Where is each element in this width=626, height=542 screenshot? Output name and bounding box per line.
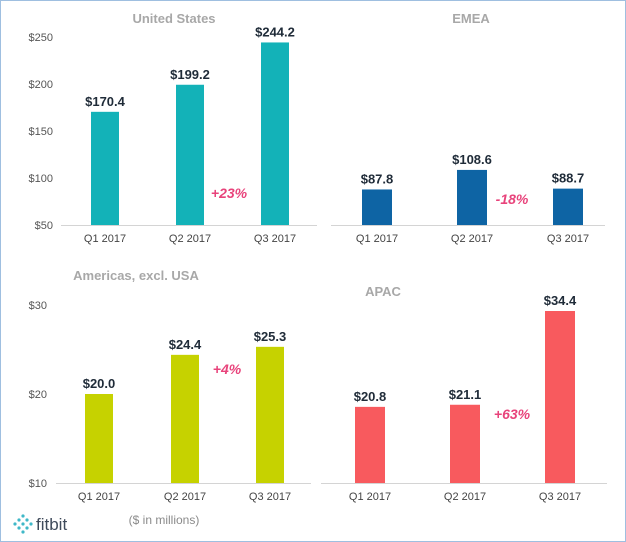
logo-dot [29, 522, 33, 526]
logo-dot [25, 526, 29, 530]
data-label: $24.4 [169, 337, 202, 352]
panel-apac: APAC $20.8 Q1 2017 $21.1 Q2 2017 $34.4 Q3 2017… [321, 284, 607, 503]
bar-q3-2017 [261, 42, 289, 226]
bar-q1-2017 [355, 406, 385, 483]
data-label: $21.1 [449, 387, 482, 402]
bar-q3-2017 [256, 346, 284, 483]
growth-annotation: +63% [494, 406, 531, 422]
data-label: $87.8 [361, 171, 394, 186]
logo-dot [21, 522, 25, 526]
bar-q2-2017 [171, 354, 199, 483]
x-tick-label: Q1 2017 [349, 491, 391, 503]
data-label: $88.7 [552, 171, 585, 186]
bar-q1-2017 [362, 189, 392, 225]
fitbit-logo: fitbit [13, 514, 67, 534]
chart-title: APAC [365, 284, 401, 299]
y-tick-label: $150 [29, 126, 53, 138]
panel-emea: EMEA $87.8 Q1 2017 $108.6 Q2 2017 $88.7 Q3 201… [331, 11, 605, 245]
growth-annotation: +23% [211, 185, 248, 201]
y-tick-label: $200 [29, 79, 53, 91]
bar-q1-2017 [91, 111, 119, 225]
bar-q3-2017 [545, 311, 575, 483]
panel-united-states: United States $50 $100 $150 $200 $250 $170.4 Q1… [29, 11, 317, 245]
growth-annotation: -18% [496, 191, 529, 207]
data-label: $170.4 [85, 94, 126, 109]
x-tick-label: Q2 2017 [444, 491, 486, 503]
logo-dot [21, 530, 25, 534]
y-tick-label: $250 [29, 32, 53, 44]
bar-q1-2017 [85, 394, 113, 483]
x-tick-label: Q3 2017 [539, 491, 581, 503]
data-label: $199.2 [170, 67, 210, 82]
y-tick-label: $10 [29, 478, 47, 490]
bar-q2-2017 [176, 84, 204, 225]
y-tick-label: $100 [29, 173, 53, 185]
data-label: $25.3 [254, 329, 287, 344]
bar-q2-2017 [450, 404, 480, 483]
panel-americas-excl-usa: Americas, excl. USA $10 $20 $30 $20.0 Q1 2017… [29, 268, 311, 503]
bar-q2-2017 [457, 169, 487, 225]
logo-dot [13, 522, 17, 526]
x-tick-label: Q2 2017 [164, 491, 206, 503]
units-note: ($ in millions) [129, 513, 200, 527]
data-label: $20.8 [354, 389, 387, 404]
growth-annotation: +4% [213, 361, 242, 377]
x-tick-label: Q3 2017 [547, 233, 589, 245]
x-tick-label: Q3 2017 [249, 491, 291, 503]
y-tick-label: $50 [35, 220, 53, 232]
y-tick-label: $30 [29, 300, 47, 312]
data-label: $34.4 [544, 293, 577, 308]
logo-dot [21, 514, 25, 518]
x-tick-label: Q1 2017 [84, 233, 126, 245]
x-tick-label: Q3 2017 [254, 233, 296, 245]
x-tick-label: Q1 2017 [78, 491, 120, 503]
x-tick-label: Q2 2017 [169, 233, 211, 245]
logo-dot [25, 518, 29, 522]
chart-title: United States [132, 11, 215, 26]
logo-dot [17, 526, 21, 530]
data-label: $20.0 [83, 376, 116, 391]
y-tick-label: $20 [29, 389, 47, 401]
logo-dot [17, 518, 21, 522]
chart-title: Americas, excl. USA [73, 268, 199, 283]
data-label: $244.2 [255, 24, 295, 39]
bar-q3-2017 [553, 188, 583, 225]
x-tick-label: Q1 2017 [356, 233, 398, 245]
data-label: $108.6 [452, 152, 492, 167]
x-tick-label: Q2 2017 [451, 233, 493, 245]
chart-title: EMEA [452, 11, 490, 26]
logo-wordmark: fitbit [36, 515, 67, 534]
